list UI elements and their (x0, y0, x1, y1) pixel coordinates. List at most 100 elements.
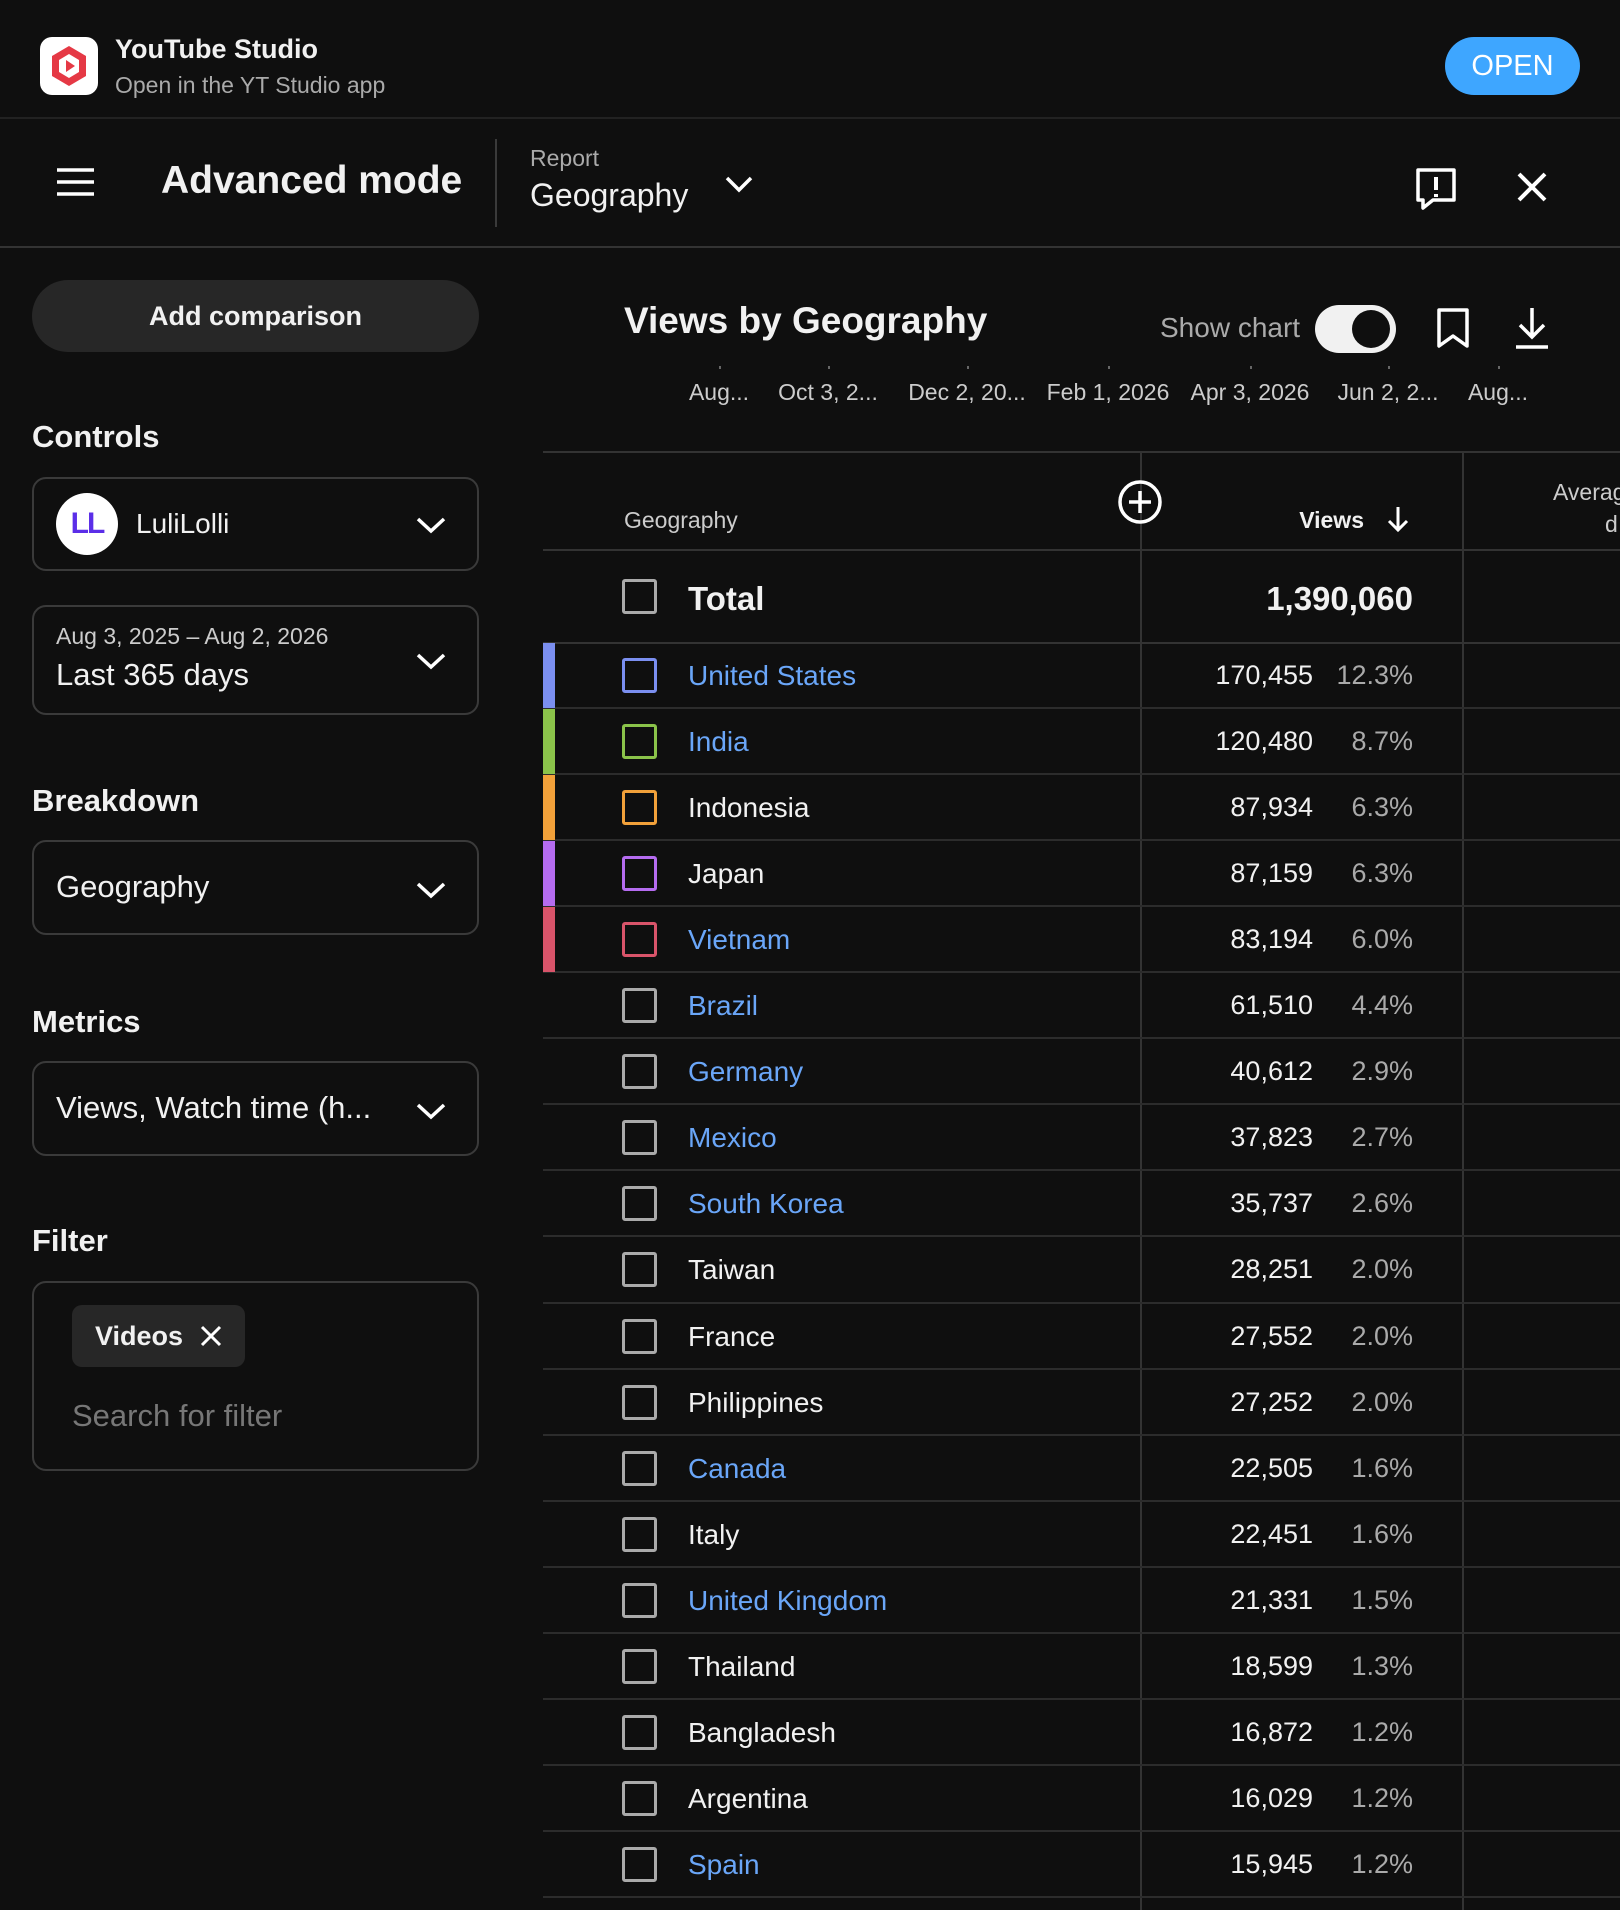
column-header[interactable]: Geography (624, 507, 738, 533)
metrics-value: Views, Watch time (h... (56, 1090, 372, 1125)
country-name[interactable]: Germany (688, 1056, 804, 1088)
checkbox[interactable] (622, 579, 657, 614)
views-value: 87,159 (1230, 858, 1313, 889)
timeline-tick (1108, 366, 1110, 369)
report-select[interactable]: Geography (530, 177, 689, 213)
open-button[interactable]: OPEN (1445, 37, 1580, 95)
chevron[interactable] (725, 175, 753, 193)
checkbox[interactable] (622, 658, 657, 693)
checkbox[interactable] (622, 1054, 657, 1090)
chevron (416, 653, 446, 670)
percent-value: 1.6% (1351, 1452, 1413, 1483)
country-name: Indonesia (688, 792, 810, 824)
chip-remove[interactable] (200, 1325, 222, 1347)
country-name[interactable]: South Korea (688, 1188, 844, 1220)
download-icon[interactable] (1514, 306, 1550, 350)
country-name[interactable]: Spain (688, 1848, 760, 1880)
checkbox[interactable] (622, 1780, 657, 1816)
table-row-border (543, 905, 1620, 908)
add-column-icon[interactable] (1117, 479, 1163, 525)
percent-value: 2.0% (1351, 1320, 1413, 1351)
timeline-tick (967, 366, 969, 369)
percent-value: 6.0% (1351, 924, 1413, 955)
country-name[interactable]: United Kingdom (688, 1584, 888, 1616)
country-name[interactable]: India (688, 726, 749, 758)
checkbox[interactable] (622, 1120, 657, 1156)
table-row-border (543, 1499, 1620, 1502)
timeline-tick (1498, 366, 1500, 369)
checkbox[interactable] (622, 856, 657, 892)
table-row-border (543, 1829, 1620, 1832)
checkbox[interactable] (622, 790, 657, 826)
country-name[interactable]: United States (688, 660, 857, 691)
views-value: 21,331 (1230, 1584, 1313, 1615)
sort-icon[interactable] (1386, 505, 1410, 533)
metrics-select[interactable]: Views, Watch time (h... (32, 1061, 479, 1156)
checkbox[interactable] (622, 1846, 657, 1882)
views-value: 40,612 (1230, 1056, 1313, 1087)
timeline-tick (719, 366, 721, 369)
breakdown-select[interactable]: Geography (32, 840, 479, 935)
country-name[interactable]: Brazil (688, 990, 759, 1022)
bookmark-icon[interactable] (1436, 307, 1470, 349)
add-comparison-button[interactable]: Add comparison (32, 280, 479, 352)
percent-value: 2.0% (1351, 1254, 1413, 1285)
table-row-border (543, 1697, 1620, 1700)
table-row-border (543, 1301, 1620, 1304)
views-value: 16,872 (1230, 1716, 1313, 1747)
percent-value: 2.0% (1351, 1386, 1413, 1417)
table-border (543, 549, 1620, 551)
timeline-label: Jun 2, 2... (1337, 379, 1439, 405)
column-header[interactable]: Averag d (1553, 476, 1620, 540)
views-value: 37,823 (1230, 1122, 1313, 1153)
checkbox[interactable] (622, 1384, 657, 1420)
percent-value: 2.9% (1351, 1056, 1413, 1087)
timeline-label: Apr 3, 2026 (1190, 379, 1310, 405)
close-icon[interactable] (1516, 171, 1548, 203)
checkbox[interactable] (622, 1516, 657, 1552)
show-chart-label: Show chart (1160, 312, 1301, 343)
checkbox[interactable] (622, 988, 657, 1024)
checkbox[interactable] (622, 1186, 657, 1222)
chevron (416, 517, 446, 534)
table-row-border (543, 1235, 1620, 1238)
filter-input[interactable]: Search for filter (72, 1398, 283, 1433)
table-row-border (543, 1763, 1620, 1766)
table-row-border (543, 1631, 1620, 1634)
column-header[interactable]: Views (1299, 507, 1364, 533)
timeline-label: Dec 2, 20... (908, 379, 1026, 405)
timeline-tick (1388, 366, 1390, 369)
table-border (543, 642, 1620, 644)
feedback-icon[interactable] (1413, 166, 1459, 212)
views-value: 27,552 (1230, 1320, 1313, 1351)
country-name: Argentina (688, 1782, 808, 1814)
timeline-label: Feb 1, 2026 (1046, 379, 1170, 405)
country-name[interactable]: Vietnam (688, 924, 791, 956)
checkbox[interactable] (622, 1648, 657, 1684)
header-title: Advanced mode (161, 159, 463, 202)
menu-icon[interactable] (57, 167, 94, 197)
checkbox[interactable] (622, 1582, 657, 1618)
channel-select[interactable]: LL LuliLolli (32, 477, 479, 571)
filter-chip[interactable]: Videos (72, 1305, 245, 1367)
table-row-border (543, 971, 1620, 974)
chip-label: Videos (95, 1321, 184, 1351)
checkbox[interactable] (622, 1252, 657, 1288)
country-name[interactable]: Mexico (688, 1122, 777, 1154)
country-name[interactable]: Canada (688, 1452, 787, 1484)
checkbox[interactable] (622, 922, 657, 958)
checkbox[interactable] (622, 1318, 657, 1354)
show-chart-toggle[interactable] (1315, 305, 1396, 353)
table-row-border (543, 1367, 1620, 1370)
date-select[interactable]: Aug 3, 2025 – Aug 2, 2026 Last 365 days (32, 605, 479, 715)
timeline-label: Aug... (688, 379, 750, 405)
checkbox[interactable] (622, 1450, 657, 1486)
column-divider (1462, 451, 1464, 1910)
table-row-border (543, 839, 1620, 842)
checkbox[interactable] (622, 724, 657, 760)
percent-value: 6.3% (1351, 858, 1413, 889)
banner-subtitle: Open in the YT Studio app (115, 72, 386, 98)
table-row-border (543, 1037, 1620, 1040)
series-color-bar (543, 643, 555, 709)
checkbox[interactable] (622, 1714, 657, 1750)
